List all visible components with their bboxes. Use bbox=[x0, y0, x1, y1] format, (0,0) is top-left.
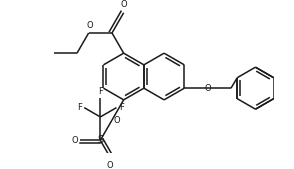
Text: O: O bbox=[204, 84, 211, 93]
Text: O: O bbox=[86, 20, 93, 30]
Text: F: F bbox=[119, 103, 124, 112]
Text: O: O bbox=[71, 136, 78, 145]
Text: S: S bbox=[97, 135, 103, 145]
Text: F: F bbox=[77, 103, 81, 112]
Text: O: O bbox=[114, 116, 120, 125]
Text: O: O bbox=[120, 0, 127, 9]
Text: O: O bbox=[107, 161, 113, 169]
Text: F: F bbox=[98, 87, 103, 96]
